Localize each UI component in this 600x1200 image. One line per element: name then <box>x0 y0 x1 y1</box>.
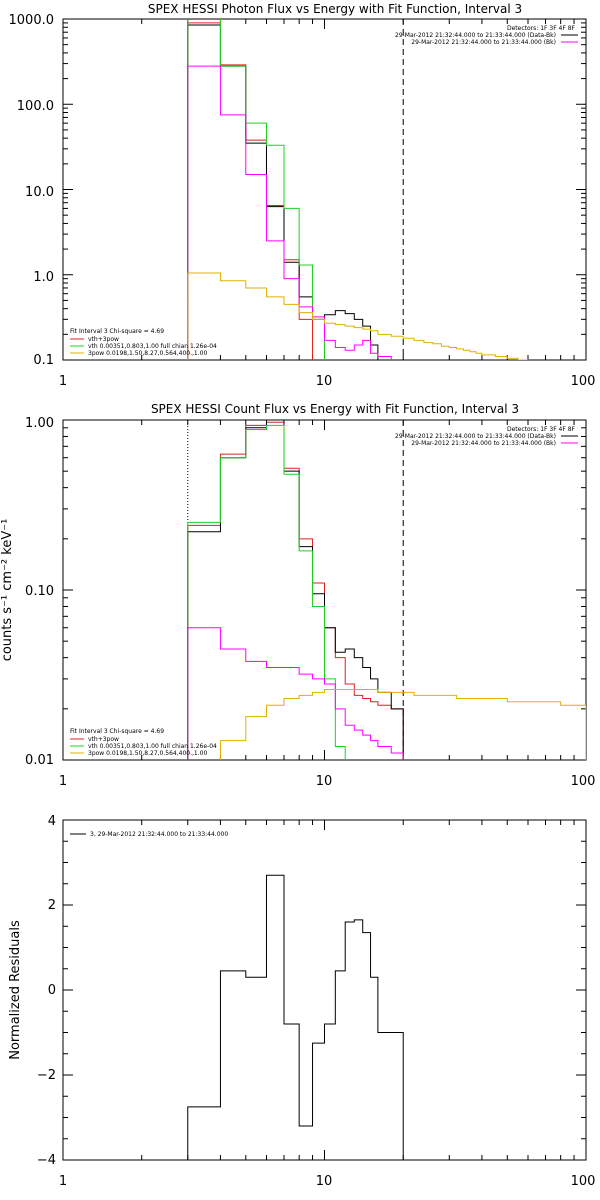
plot-frame <box>62 819 587 1161</box>
series-line <box>187 420 404 760</box>
data-series <box>187 874 404 1160</box>
y-tick-label: 1.0 <box>33 270 54 285</box>
y-axis-label: counts s⁻¹ cm⁻² keV⁻¹ <box>0 519 15 662</box>
reference-lines <box>187 420 404 760</box>
fit-legend: Fit Interval 3 Chi-square = 4.69 vth+3po… <box>70 328 217 357</box>
vth-line <box>187 424 355 760</box>
detector-legend: Detectors: 1F 3F 4F 8F 29-Mar-2012 21:32… <box>395 25 578 46</box>
x-tick-label: 1 <box>59 1174 67 1189</box>
fit-legend-item: 3pow 0.0198,1.50,8.27,0.564,400.,1.00 <box>88 750 207 757</box>
y-tick-label: 0.01 <box>25 753 54 768</box>
y-tick-label: 1000.0 <box>9 13 55 28</box>
y-tick-label: −4 <box>37 1153 56 1168</box>
x-tick-label: 10 <box>316 1174 333 1189</box>
detectors-label: Detectors: 1F 3F 4F 8F <box>507 426 576 433</box>
series-line <box>187 627 404 760</box>
series-line <box>187 65 392 360</box>
y-tick-label: 0.10 <box>25 584 54 599</box>
legend-label: 3, 29-Mar-2012 21:32:44.000 to 21:33:44.… <box>90 831 228 838</box>
fit-legend: Fit Interval 3 Chi-square = 4.69 vth+3po… <box>70 728 217 757</box>
y-tick-label: 1.00 <box>25 416 54 431</box>
fit-legend-item: vth 0.00351,0.803,1.00 full chian 1.26e-… <box>88 743 217 750</box>
x-tick-label: 1 <box>59 374 67 389</box>
y-axis-label: Normalized Residuals <box>8 920 23 1060</box>
vth-line <box>187 19 325 360</box>
data-series <box>187 19 586 360</box>
time-label: 29-Mar-2012 21:32:44.000 to 21:33:44.000… <box>395 32 556 39</box>
reference-lines <box>187 19 404 360</box>
y-tick-label: 0 <box>48 983 56 998</box>
x-tick-label: 10 <box>316 774 333 789</box>
y-tick-labels: 0.01 0.10 1.00 <box>25 416 54 768</box>
y-tick-label: 100.0 <box>17 99 54 114</box>
x-tick-labels: 1 10 100 <box>59 374 596 389</box>
x-tick-labels: 1 10 100 <box>59 1174 596 1189</box>
x-tick-label: 10 <box>316 374 333 389</box>
time-label: 29-Mar-2012 21:32:44.000 to 21:33:44.000… <box>411 39 556 46</box>
fit-legend-header: Fit Interval 3 Chi-square = 4.69 <box>70 728 164 735</box>
detector-legend: Detectors: 1F 3F 4F 8F 29-Mar-2012 21:32… <box>395 426 578 447</box>
x-tick-label: 100 <box>571 1174 596 1189</box>
axis-ticks <box>63 819 586 1161</box>
x-tick-label: 100 <box>571 374 596 389</box>
chart-title: SPEX HESSI Count Flux vs Energy with Fit… <box>151 402 519 416</box>
y-tick-labels: 0.1 1.0 10.0 100.0 1000.0 <box>9 13 55 368</box>
fit-legend-item: vth+3pow <box>88 336 119 343</box>
time-label: 29-Mar-2012 21:32:44.000 to 21:33:44.000… <box>411 440 556 447</box>
series-line <box>187 874 404 1160</box>
x-tick-label: 1 <box>59 774 67 789</box>
y-tick-label: 2 <box>48 898 56 913</box>
residuals-legend: 3, 29-Mar-2012 21:32:44.000 to 21:33:44.… <box>70 831 228 838</box>
data-series <box>187 420 586 760</box>
x-tick-labels: 1 10 100 <box>59 774 596 789</box>
x-tick-label: 100 <box>571 774 596 789</box>
fit-legend-item: vth 0.00351,0.803,1.00 full chian 1.26e-… <box>88 343 217 350</box>
y-tick-labels: −4 −2 0 2 4 <box>37 814 56 1168</box>
detectors-label: Detectors: 1F 3F 4F 8F <box>507 25 576 32</box>
3pow-line <box>187 688 586 760</box>
time-label: 29-Mar-2012 21:32:44.000 to 21:33:44.000… <box>395 433 556 440</box>
y-tick-label: −2 <box>37 1068 56 1083</box>
y-tick-label: 10.0 <box>25 185 54 200</box>
chart-title: SPEX HESSI Photon Flux vs Energy with Fi… <box>148 2 522 16</box>
y-tick-label: 0.1 <box>33 353 54 368</box>
fit-legend-header: Fit Interval 3 Chi-square = 4.69 <box>70 328 164 335</box>
fit-legend-item: vth+3pow <box>88 736 119 743</box>
y-tick-label: 4 <box>48 814 56 829</box>
fit-legend-item: 3pow 0.0198,1.50,8.27,0.564,400.,1.00 <box>88 350 207 357</box>
3pow-line <box>187 272 586 360</box>
